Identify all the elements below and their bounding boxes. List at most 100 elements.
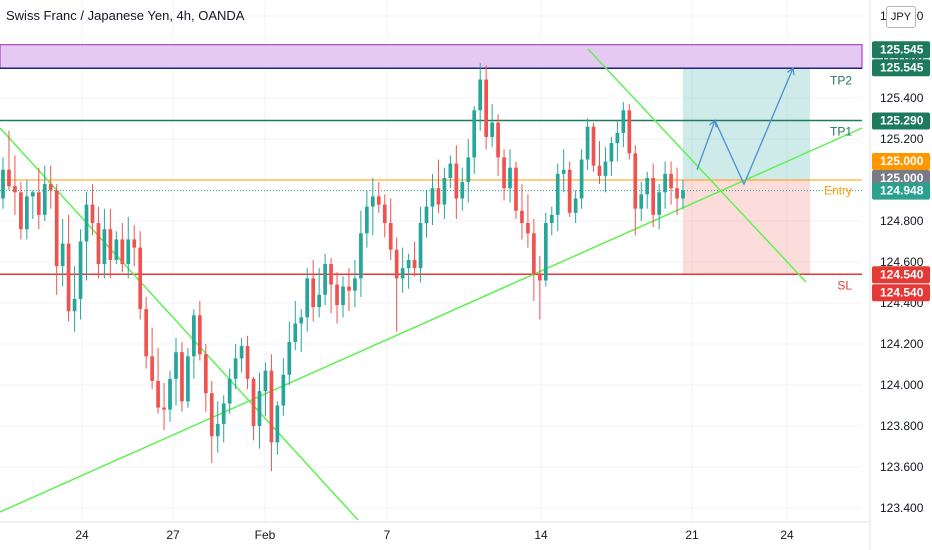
candle-body [186,356,190,402]
candle-body [221,403,226,424]
sl-price-tag: 124.540 [880,285,924,299]
candle-body [1,169,5,199]
current-price-tag: 124.948 [880,184,924,198]
time-tick-label: 24 [780,528,794,542]
candle-body [621,110,626,133]
candle-body [496,122,500,158]
trendline-ascending-support[interactable] [0,127,863,513]
candle-body [96,223,101,265]
candle-body [382,204,387,224]
candle-body [514,167,518,211]
candle-body [639,194,644,209]
price-axis-tags: 125.545125.545125.290125.000125.000124.9… [872,41,930,302]
candle-body [460,182,465,199]
candle-body [341,286,345,306]
current-price-tag-bg [872,182,930,200]
sl-upper-price-tag: 124.540 [880,267,924,281]
entry-price-tag: 125.000 [880,154,924,168]
candle-body [436,188,441,205]
candle-body [675,188,679,199]
tp1-label: TP1 [830,125,852,139]
candle-body [323,264,327,295]
currency-button[interactable]: JPY [886,6,916,28]
candle-body [120,239,125,265]
candle-body [36,192,41,215]
candle-body [60,243,65,267]
candle-body [48,184,53,191]
candle-body [412,259,417,269]
tp1-price-tag-bg [872,112,930,130]
candle-body [347,286,351,291]
price-tick-label: 123.600 [880,460,924,474]
chart-title: Swiss Franc / Japanese Yen, 4h, OANDA [6,8,245,23]
long-position-profit-area[interactable] [683,68,810,180]
candle-body [681,190,685,199]
candle-body [305,278,310,318]
candle-body [335,284,339,306]
candle-body [126,239,131,265]
candle-body [532,233,536,275]
entry-label: Entry [824,184,852,198]
candle-body [370,196,375,207]
entry-grey-price-tag: 125.000 [880,171,924,185]
time-tick-label: 14 [534,528,548,542]
candle-body [72,298,77,312]
candle-body [418,223,423,269]
candle-body [478,79,483,111]
candle-body [400,268,405,279]
candle-body [585,126,590,160]
time-tick-label: 21 [685,528,699,542]
candle-body [567,169,572,213]
trendline-descending-left[interactable] [0,127,359,521]
trendlines[interactable] [0,48,863,521]
sl-price-tag-bg [872,284,930,302]
sl-upper-price-tag-bg [872,266,930,284]
candle-body [627,110,632,154]
supply-zone-band [0,44,863,69]
candle-body [192,315,196,357]
candle-body [603,161,608,176]
candle-body [90,204,95,224]
tp2-price-tag: 125.545 [880,60,924,74]
candle-body [424,206,429,224]
candle-body [520,210,524,224]
tp2-label: TP2 [830,73,852,87]
candle-body [406,259,411,269]
trendline-descending-right[interactable] [587,48,807,283]
candle-body [275,405,280,443]
long-position-loss-area[interactable] [683,180,810,275]
tp2-upper-price-tag-bg [872,41,930,59]
projected-path-arrow[interactable] [696,68,794,186]
candle-body [353,278,357,291]
candle-body [132,239,137,248]
candle-body [197,315,202,355]
candle-body [657,192,661,215]
time-axis[interactable]: 24 27 Feb 7 14 21 24 [0,521,870,542]
candle-body [78,241,83,299]
price-tick-label: 125.400 [880,91,924,105]
candle-body [549,214,554,224]
candle-body [25,196,29,230]
candle-body [54,190,59,267]
candle-body [597,165,602,176]
candle-body [138,247,143,310]
candle-body [215,423,220,437]
candle-body [537,274,542,281]
candle-body [484,79,489,137]
candle-body [663,173,667,193]
candle-body [651,177,656,215]
price-tick-label: 124.000 [880,378,924,392]
candle-body [174,352,178,379]
candle-body [609,143,614,162]
candle-body [502,157,506,189]
candle-body [257,391,262,426]
candle-body [245,346,250,379]
level-text-labels: TP2 TP1 Entry SL [824,73,852,292]
candle-body [299,317,304,324]
candle-body [555,173,560,215]
candle-body [233,358,238,379]
candle-body [454,163,459,199]
entry-price-tag-bg [872,153,930,170]
price-tick-label: 123.800 [880,419,924,433]
